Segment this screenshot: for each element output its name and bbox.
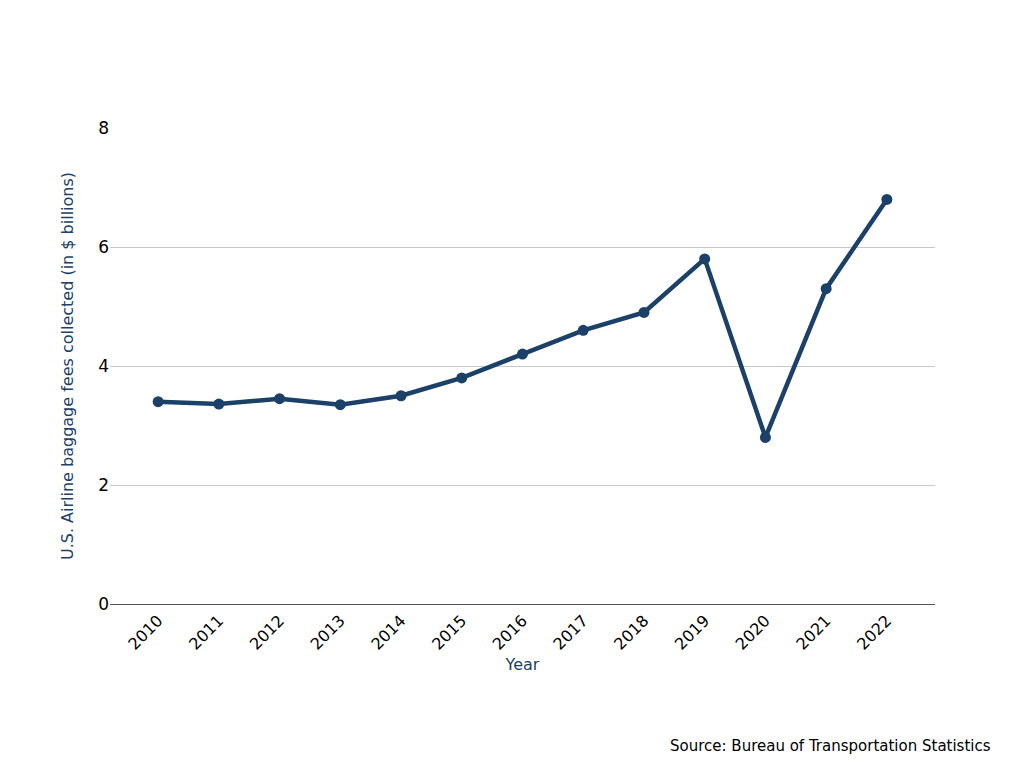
svg-text:2010: 2010: [124, 611, 166, 653]
svg-text:0: 0: [98, 594, 109, 614]
svg-text:Year: Year: [505, 655, 540, 674]
svg-text:2017: 2017: [549, 611, 591, 653]
svg-text:2012: 2012: [246, 611, 288, 653]
svg-text:8: 8: [98, 118, 109, 138]
svg-text:2018: 2018: [610, 611, 652, 653]
svg-text:2019: 2019: [671, 611, 713, 653]
svg-text:Source: Bureau of Transportati: Source: Bureau of Transportation Statist…: [670, 737, 991, 755]
svg-text:4: 4: [98, 356, 109, 376]
svg-text:2014: 2014: [367, 611, 409, 653]
svg-text:2011: 2011: [185, 611, 227, 653]
svg-text:2021: 2021: [792, 611, 834, 653]
svg-text:2015: 2015: [428, 611, 470, 653]
svg-text:2016: 2016: [489, 611, 531, 653]
svg-text:2013: 2013: [307, 611, 349, 653]
svg-text:2: 2: [98, 475, 109, 495]
svg-text:2022: 2022: [853, 611, 895, 653]
svg-text:U.S. Airline baggage fees coll: U.S. Airline baggage fees collected (in …: [58, 172, 77, 560]
svg-text:2020: 2020: [732, 611, 774, 653]
svg-text:6: 6: [98, 237, 109, 257]
